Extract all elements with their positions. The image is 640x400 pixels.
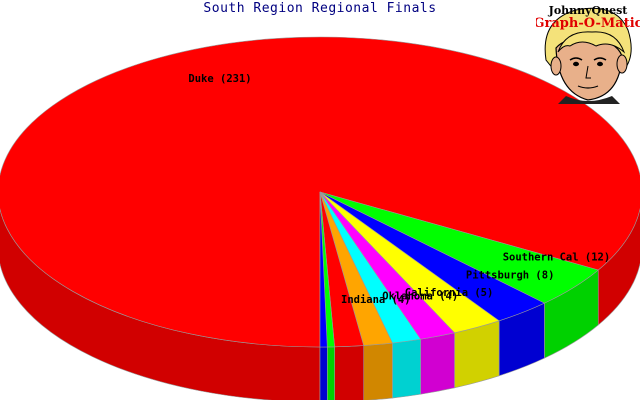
pie-slice-9 [319,191,328,348]
pie-depth-group [0,207,640,400]
logo-subtitle-text: Graph-O-Matic [536,16,640,31]
pie-slice-side-4 [420,332,455,395]
pie-label-group: Duke (231) Southern Cal (12) Pittsburgh (8… [188,73,610,306]
pie-slice-side-8 [327,346,335,400]
pie-slice-side-5 [392,338,421,399]
chart-title: South Region Regional Finals [203,1,437,16]
pie-slice-label-0: Duke (231) [188,73,251,85]
pie-slice-label-5: Oklahoma (4) [382,291,458,303]
logo-title-text: JohnnyQuest [548,4,629,17]
pie-slice-side-6 [363,342,393,400]
pie-slice-side-7 [334,345,364,400]
johnnyquest-logo: JohnnyQuest Graph-O-Matic [536,4,640,104]
pie-slice-label-7: Indiana (4) [341,294,411,306]
pie-slice-label-4: California (5) [405,287,494,299]
pie-top-group [0,36,640,348]
pie-slice-label-2: Pittsburgh (8) [466,270,555,282]
pie-slice-label-1: Southern Cal (12) [503,252,610,264]
pie-slice-side-9 [319,346,328,400]
